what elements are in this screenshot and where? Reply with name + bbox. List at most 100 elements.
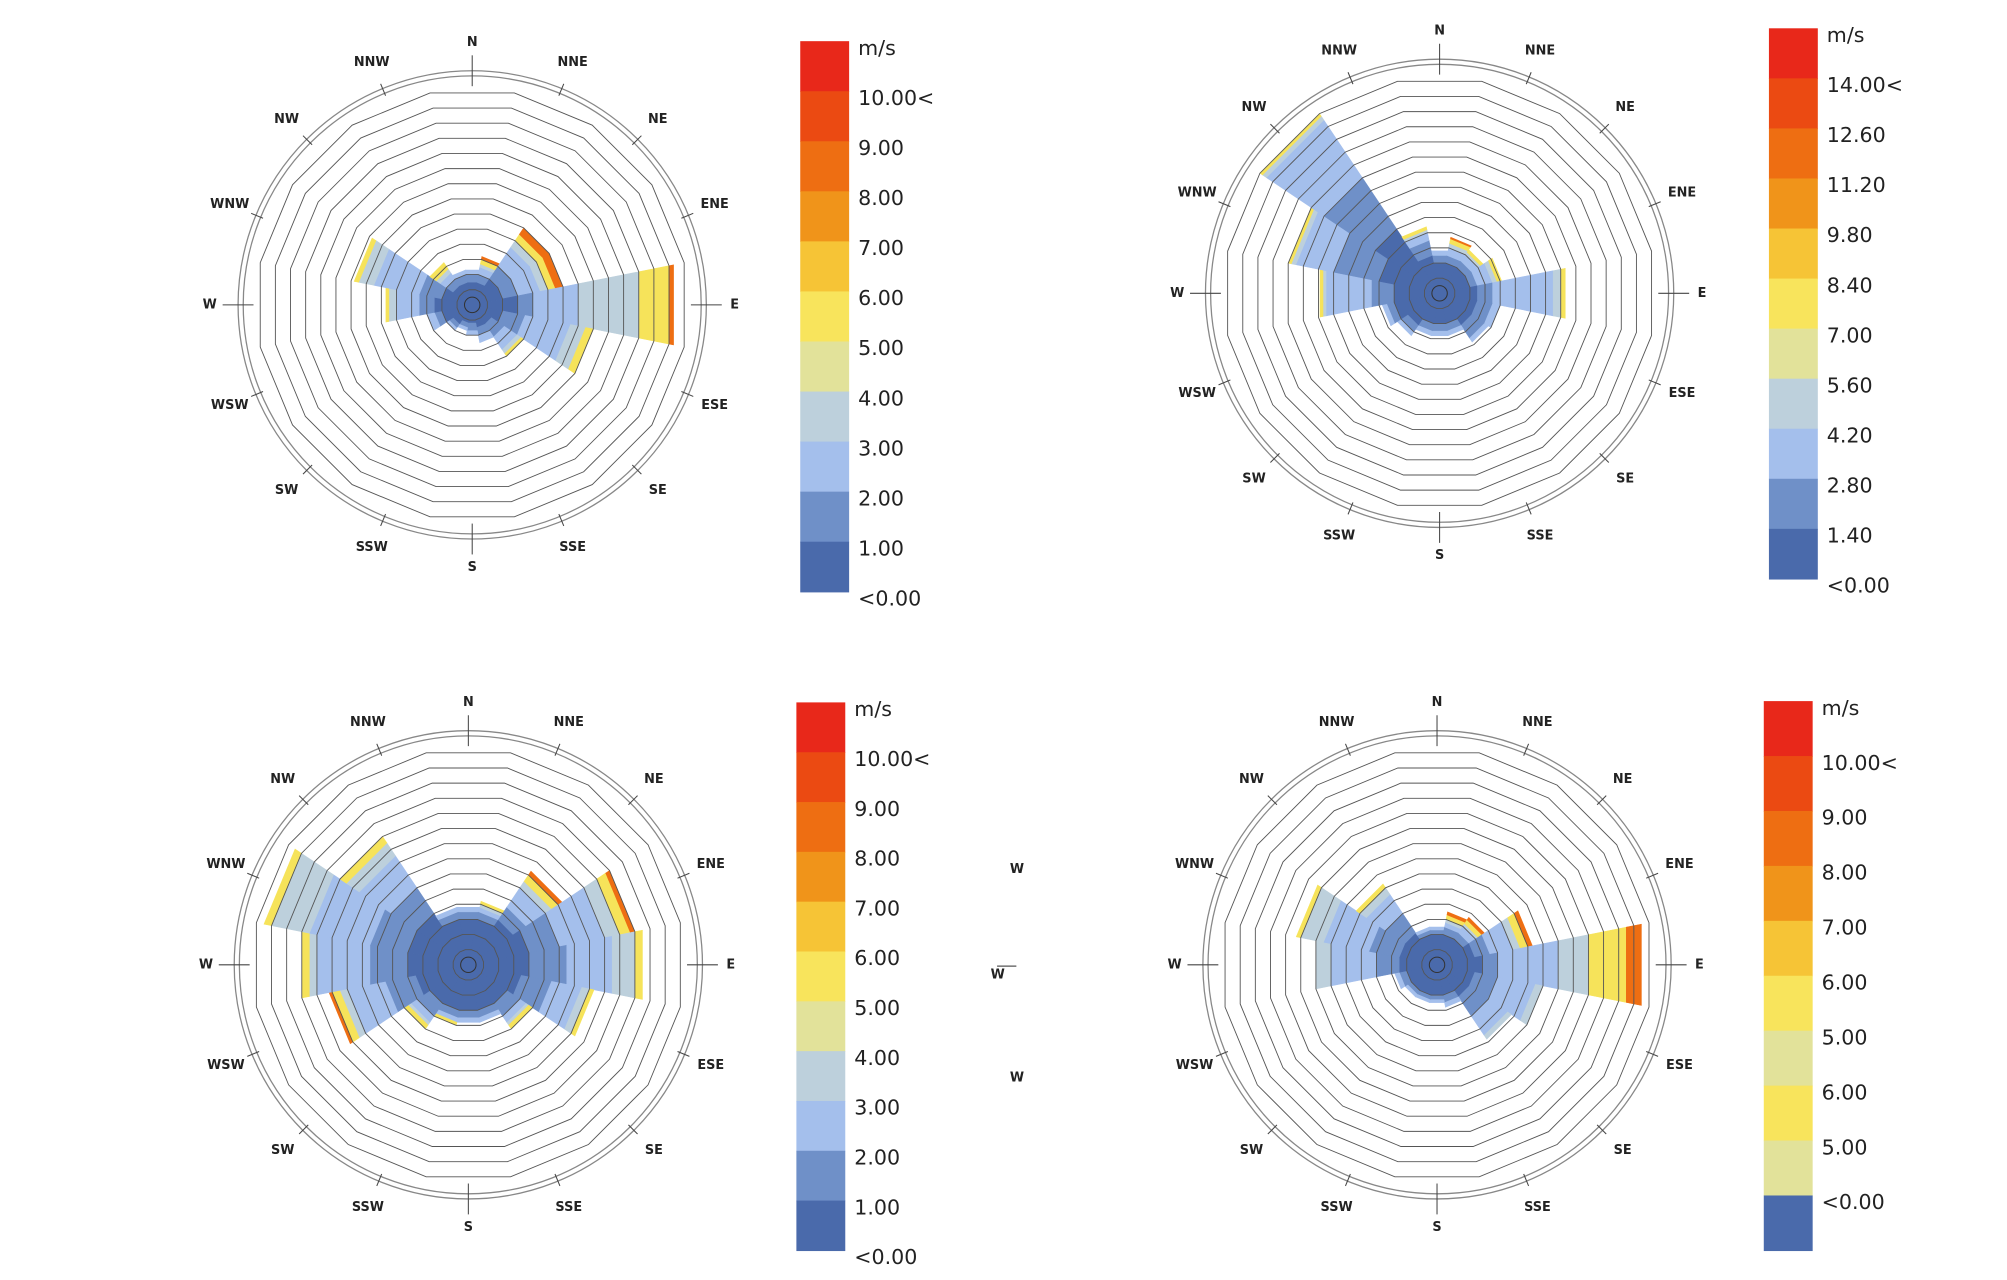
direction-tick — [677, 1050, 690, 1057]
direction-tick — [677, 872, 690, 879]
direction-tick — [1523, 743, 1530, 756]
direction-label: NNE — [554, 715, 584, 730]
direction-label: SW — [1240, 1143, 1263, 1158]
sector-segment — [396, 289, 420, 321]
direction-label: NE — [648, 112, 668, 127]
direction-label: WNW — [1175, 857, 1214, 872]
direction-tick — [554, 743, 561, 756]
stray-label: W — [991, 968, 1005, 983]
sector-segment — [385, 287, 390, 323]
direction-tick — [1215, 1050, 1229, 1057]
sector-segment — [429, 262, 449, 282]
legend-label: 4.00 — [854, 1046, 900, 1070]
direction-label: SE — [1614, 1143, 1632, 1158]
direction-label: WNW — [210, 197, 249, 212]
sector-segment — [611, 931, 636, 999]
stray-label: W — [1010, 1071, 1024, 1086]
legend-swatch — [1763, 865, 1813, 922]
center-dot — [460, 956, 477, 974]
ring-grid — [1345, 873, 1529, 1057]
ring-grid — [1257, 111, 1622, 476]
legend-label: 5.00 — [1822, 1025, 1868, 1049]
ring-grid — [1287, 141, 1592, 446]
direction-tick — [1344, 743, 1351, 756]
legend-swatch — [796, 851, 846, 903]
legend-label: 3.00 — [858, 436, 904, 460]
sector-segment — [465, 330, 479, 336]
direction-label: W — [1168, 957, 1182, 972]
legend-label: 5.00 — [858, 336, 904, 360]
sector-segment — [1429, 929, 1445, 935]
legend-label: 3.00 — [854, 1096, 900, 1120]
ring-grid — [1224, 752, 1650, 1178]
legend-swatch — [796, 1100, 846, 1152]
direction-tick — [681, 212, 694, 219]
legend-swatch — [796, 951, 846, 1002]
ring-grid — [1393, 247, 1486, 340]
direction-label: WSW — [1176, 1058, 1214, 1073]
direction-label: NE — [1615, 100, 1635, 115]
direction-label: SSE — [555, 1200, 582, 1215]
legend-swatch — [796, 802, 846, 853]
ring-grid — [392, 888, 545, 1041]
sector-segment — [465, 274, 479, 283]
ring-grid — [274, 107, 670, 503]
legend-swatch — [800, 391, 850, 443]
direction-tick — [250, 212, 264, 219]
direction-tick — [250, 391, 264, 397]
ring-grid — [316, 812, 621, 1117]
direction-label: ESE — [701, 398, 728, 413]
legend-label: 7.00 — [1822, 916, 1868, 940]
ring-grid — [437, 934, 500, 996]
sector-segment — [1483, 1011, 1512, 1040]
direction-label: NNE — [1522, 715, 1552, 730]
direction-label: NNE — [1525, 43, 1555, 58]
sector-segment — [435, 906, 459, 921]
direction-label: SSW — [352, 1200, 384, 1215]
direction-label: WSW — [1178, 386, 1216, 401]
direction-label: ESE — [1669, 386, 1696, 401]
legend-label: 1.00 — [858, 536, 904, 560]
direction-tick — [1648, 379, 1661, 386]
ring-grid — [1424, 277, 1456, 309]
legend-swatch — [800, 91, 850, 142]
legend-label: 6.00 — [1822, 1080, 1868, 1104]
legend-swatch — [1763, 1085, 1813, 1142]
direction-tick — [1218, 379, 1231, 386]
direction-label: ENE — [1668, 185, 1696, 200]
legend-swatch — [1763, 1140, 1813, 1197]
direction-tick — [554, 1173, 561, 1187]
legend-label: 6.00 — [858, 286, 904, 310]
sector-segment — [457, 911, 480, 920]
ring-grid — [1363, 217, 1516, 370]
legend-swatch — [1763, 1030, 1813, 1087]
direction-label: SSE — [559, 540, 586, 555]
legend-label: 5.00 — [1822, 1135, 1868, 1159]
direction-label: ENE — [700, 197, 728, 212]
ring-grid — [331, 828, 606, 1102]
direction-tick — [1646, 1050, 1659, 1057]
direction-tick — [1267, 1124, 1278, 1135]
direction-label: NNE — [557, 55, 587, 70]
direction-label: NE — [644, 772, 664, 787]
sector-segment — [1430, 330, 1449, 336]
sector-segment — [1315, 940, 1332, 990]
direction-label: SSE — [1524, 1200, 1551, 1215]
legend-swatch — [1763, 920, 1813, 977]
direction-tick — [1596, 795, 1607, 806]
legend-swatch — [1768, 178, 1818, 230]
legend-swatch — [800, 191, 850, 243]
direction-label: ENE — [697, 857, 725, 872]
legend-swatch — [1763, 1195, 1813, 1252]
legend-swatch — [796, 1150, 846, 1202]
legend-label: 4.20 — [1827, 423, 1873, 447]
direction-tick — [1525, 72, 1532, 85]
ring-grid — [1330, 858, 1544, 1072]
direction-tick — [1648, 201, 1661, 208]
legend-label: 2.00 — [854, 1145, 900, 1169]
ring-grid — [411, 243, 534, 366]
sector-segment — [634, 929, 643, 1000]
legend-label: 10.00< — [858, 86, 934, 110]
sector-segment — [1431, 255, 1448, 264]
direction-label: NE — [1613, 772, 1633, 787]
